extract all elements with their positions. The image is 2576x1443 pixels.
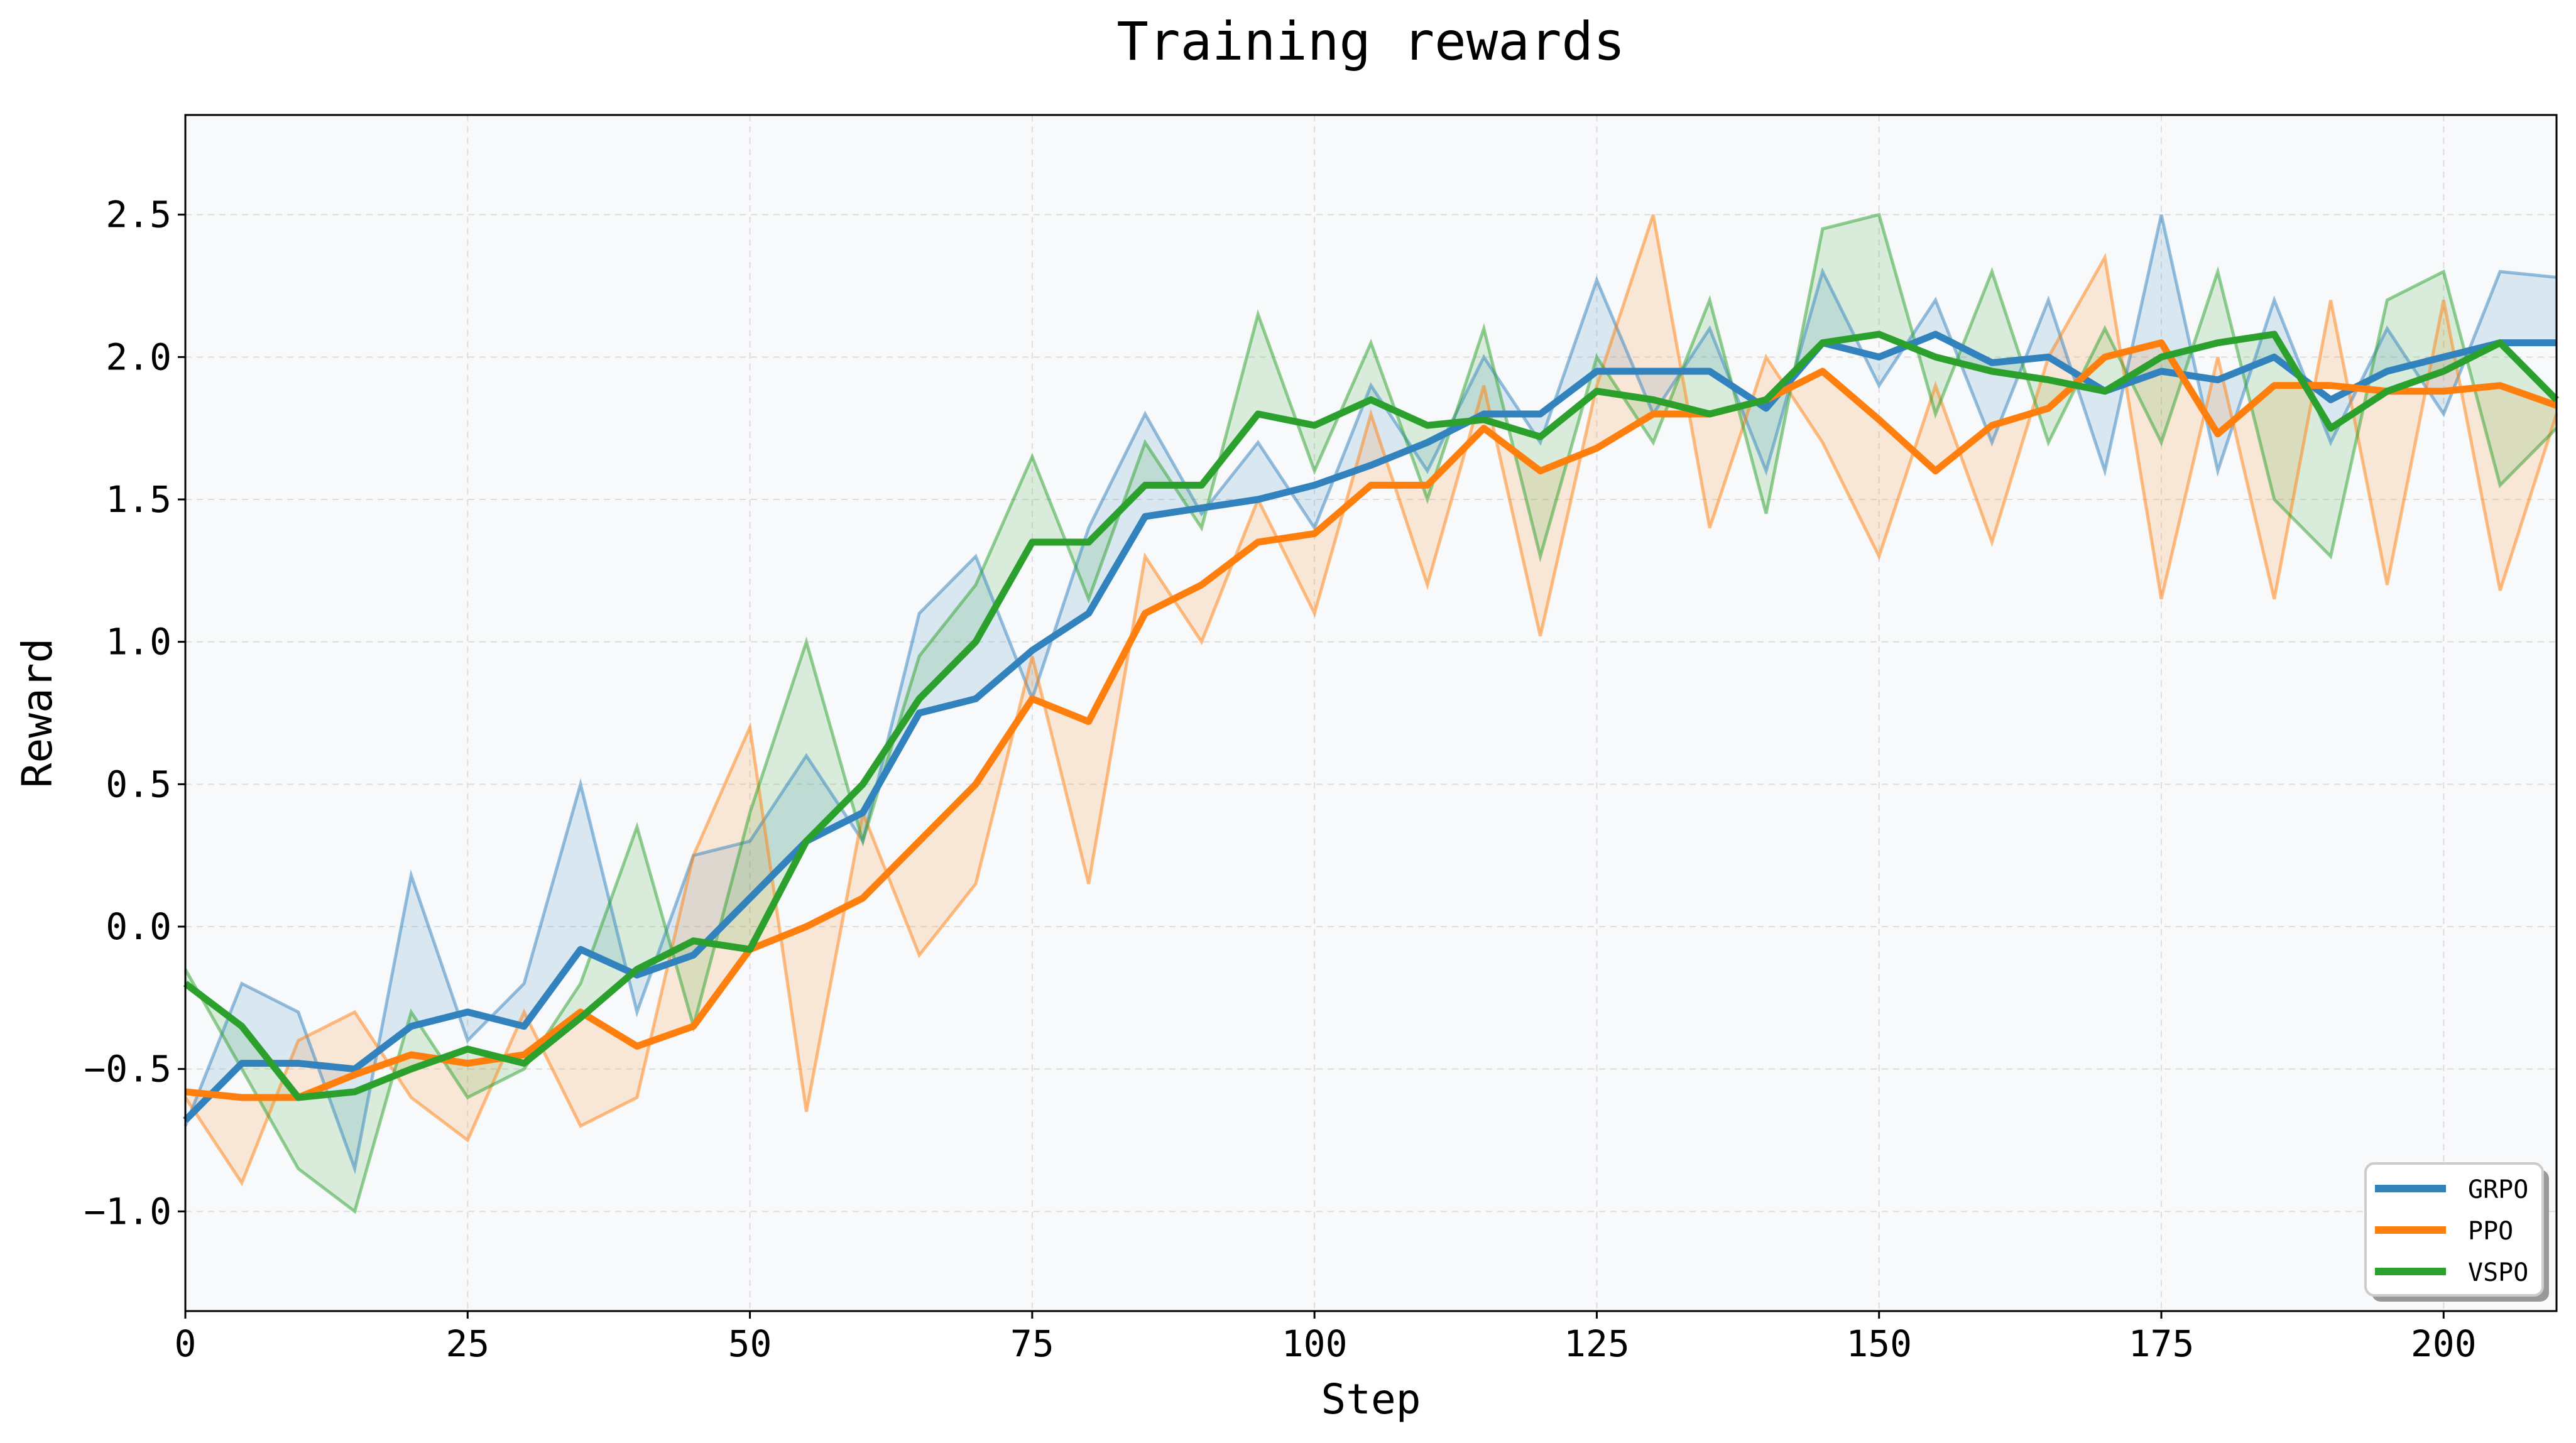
x-ticks: 0 25 50 75 100 125 150 175 200: [175, 1311, 2477, 1365]
x-tick-label: 175: [2129, 1322, 2195, 1365]
y-tick-label: −1.0: [84, 1190, 172, 1233]
plot-background: [185, 115, 2557, 1311]
x-tick-label: 0: [175, 1322, 197, 1365]
band-fills: [185, 214, 2557, 1212]
legend-box: [2364, 1162, 2544, 1297]
ppo-band: [185, 214, 2557, 1184]
vspo-raw-line: [183, 212, 2558, 1214]
plot-frame: [184, 114, 2558, 1312]
legend-label-grpo: GRPO: [2468, 1175, 2528, 1204]
grpo-raw-line: [183, 214, 2557, 1175]
x-tick-label: 150: [1846, 1322, 1912, 1365]
x-axis-label: Step: [1321, 1375, 1421, 1424]
x-tick-label: 50: [728, 1322, 772, 1365]
legend-label-vspo: VSPO: [2468, 1258, 2528, 1287]
ppo-smoothed-line: [185, 339, 2558, 1101]
raw-lines: [183, 212, 2558, 1214]
x-tick-label: 125: [1564, 1322, 1630, 1365]
vspo-smoothed-line: [183, 330, 2559, 1101]
y-tick-label: −0.5: [84, 1048, 172, 1091]
y-ticks: −1.0 −0.5 0.0 0.5 1.0 1.5 2.0 2.5: [84, 193, 185, 1233]
grpo-band: [185, 214, 2557, 1169]
legend-label-ppo: PPO: [2468, 1217, 2513, 1246]
y-tick-label: 1.0: [106, 621, 172, 663]
y-tick-label: 0.5: [106, 763, 172, 805]
y-tick-label: 1.5: [106, 478, 172, 521]
x-tick-label: 25: [445, 1322, 489, 1365]
chart-title: Training rewards: [1116, 11, 1625, 72]
y-tick-label: 0.0: [106, 905, 172, 948]
x-tick-label: 200: [2411, 1322, 2477, 1365]
y-tick-label: 2.5: [106, 193, 172, 236]
legend: GRPO PPO VSPO: [2364, 1162, 2549, 1302]
x-tick-label: 100: [1282, 1322, 1348, 1365]
ppo-raw-line: [183, 214, 2558, 1187]
grpo-smoothed-line: [183, 330, 2557, 1123]
smoothed-lines: [183, 330, 2559, 1123]
x-tick-label: 75: [1010, 1322, 1054, 1365]
y-axis-label: Reward: [13, 638, 62, 788]
y-tick-label: 2.0: [106, 335, 172, 378]
